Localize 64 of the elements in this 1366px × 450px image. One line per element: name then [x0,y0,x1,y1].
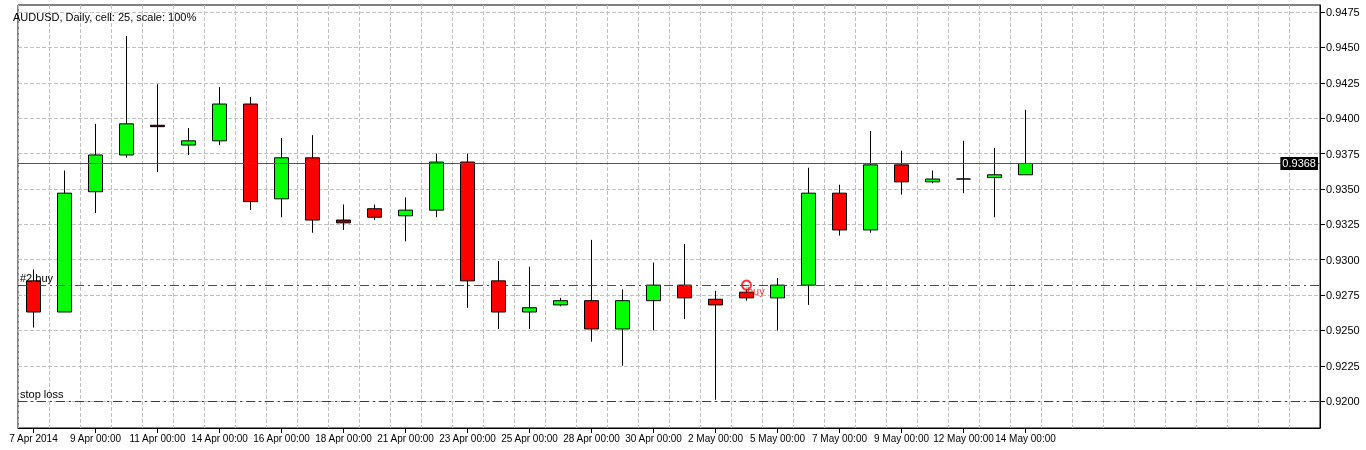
x-tick-label: 7 Apr 2014 [9,432,59,444]
y-tick-label: 0.9350 [1326,182,1360,195]
candlestick [553,297,568,307]
y-tick-label: 0.9300 [1326,253,1360,266]
candlestick [646,261,661,331]
ref-line-label: stop loss [20,387,64,400]
x-tick-label: 21 Apr 00:00 [377,432,435,444]
x-tick-label: 7 May 00:00 [811,432,868,444]
candlestick [522,266,537,330]
candlestick [274,137,289,218]
candlestick [987,147,1002,218]
x-tick-label: 5 May 00:00 [749,432,806,444]
candlestick [956,140,971,194]
x-tick-label: 18 Apr 00:00 [315,432,373,444]
candlestick [584,239,599,343]
x-tick-label: 9 Apr 00:00 [69,432,122,444]
x-tick-label: 9 May 00:00 [873,432,930,444]
candlestick [398,196,413,242]
x-tick-label: 11 Apr 00:00 [129,432,186,444]
x-tick-label: 14 Apr 00:00 [191,432,249,444]
candlestick [615,288,630,367]
candlestick [491,260,506,330]
x-tick-label: 28 Apr 00:00 [563,432,621,444]
candlestick [336,203,351,231]
candlestick [894,150,909,196]
candlestick [305,134,320,234]
x-tick-label: 12 May 00:00 [933,432,995,444]
candlestick [863,130,878,234]
candlestick [708,290,723,401]
candlestick [429,153,444,218]
ref-line-label: #2 buy [20,271,54,284]
candlestick [150,83,165,173]
candlestick [119,35,134,159]
candlestick [367,203,382,221]
x-tick-label: 25 Apr 00:00 [501,432,559,444]
candlestick [770,277,785,331]
y-tick-label: 0.9450 [1326,41,1360,54]
candlestick [212,86,227,146]
x-tick-label: 16 Apr 00:00 [253,432,311,444]
y-tick-label: 0.9225 [1326,359,1360,372]
y-tick-label: 0.9250 [1326,324,1360,337]
y-tick-label: 0.9400 [1326,112,1360,125]
y-tick-label: 0.9375 [1326,147,1360,160]
x-tick-label: 2 May 00:00 [687,432,744,444]
x-tick-label: 23 Apr 00:00 [439,432,497,444]
y-tick-label: 0.9275 [1326,289,1360,302]
y-tick-label: 0.9325 [1326,218,1360,231]
y-tick-label: 0.9475 [1326,6,1360,19]
candlestick [801,167,816,306]
text: AUDUSD, Daily, cell: 25, scale: 100% [13,10,197,23]
candlestick [243,96,258,211]
ref-line-label: 0.9368 [1282,157,1316,170]
y-tick-label: 0.9425 [1326,76,1360,89]
candlestick [181,127,196,156]
candlestick [832,184,847,237]
candlestick [1018,109,1033,176]
candlestick [57,170,72,313]
candlestick [925,170,940,184]
candlestick [88,123,103,214]
candlestick [677,243,692,320]
candlestick [460,153,475,309]
x-tick-label: 14 May 00:00 [995,432,1057,444]
x-tick-label: 30 Apr 00:00 [625,432,683,444]
y-tick-label: 0.9200 [1326,395,1360,408]
